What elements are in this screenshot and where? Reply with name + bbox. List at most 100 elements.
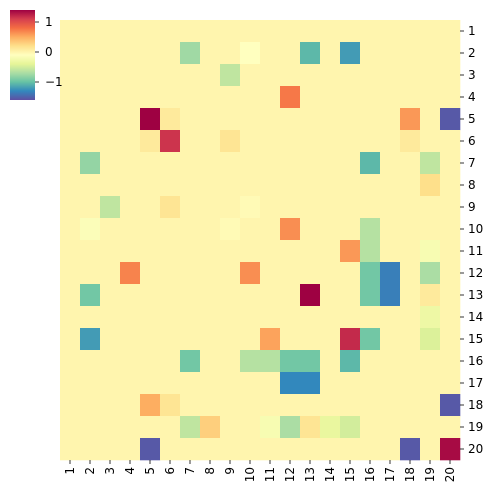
heatmap-cell (140, 108, 161, 131)
heatmap-cell (420, 328, 441, 351)
heatmap-cell (320, 416, 341, 439)
heatmap-cell (420, 416, 441, 439)
heatmap-cell (320, 64, 341, 87)
heatmap-cell (380, 20, 401, 43)
heatmap-cell (400, 42, 421, 65)
heatmap-cell (440, 350, 461, 373)
heatmap-cell (140, 196, 161, 219)
heatmap-cell (360, 328, 381, 351)
heatmap-cell (220, 64, 241, 87)
heatmap-cell (340, 438, 361, 461)
heatmap-cell (400, 86, 421, 109)
heatmap-cell (300, 86, 321, 109)
heatmap-cell (240, 218, 261, 241)
heatmap-cell (60, 130, 81, 153)
heatmap-cell (320, 108, 341, 131)
x-tick-label: 12 (283, 467, 297, 482)
heatmap-cell (420, 394, 441, 417)
heatmap-cell (380, 372, 401, 395)
heatmap-cell (220, 86, 241, 109)
heatmap-cell (360, 350, 381, 373)
heatmap-cell (200, 328, 221, 351)
heatmap-cell (240, 174, 261, 197)
heatmap-cell (160, 328, 181, 351)
heatmap-cell (80, 86, 101, 109)
y-tick-label: 5 (468, 112, 476, 126)
heatmap-cell (420, 262, 441, 285)
heatmap-cell (260, 262, 281, 285)
x-tick-label: 16 (363, 467, 377, 482)
heatmap-cell (260, 64, 281, 87)
heatmap-cell (300, 108, 321, 131)
heatmap-cell (300, 306, 321, 329)
heatmap-cell (220, 240, 241, 263)
heatmap-cell (120, 108, 141, 131)
heatmap-cell (220, 306, 241, 329)
heatmap-cell (320, 306, 341, 329)
heatmap-cell (180, 86, 201, 109)
heatmap-cell (120, 86, 141, 109)
heatmap-cell (420, 306, 441, 329)
heatmap-cell (380, 174, 401, 197)
heatmap-cell (300, 262, 321, 285)
heatmap-cell (200, 152, 221, 175)
heatmap-cell (280, 372, 301, 395)
heatmap-cell (100, 130, 121, 153)
heatmap-cell (420, 284, 441, 307)
heatmap-cell (120, 218, 141, 241)
heatmap-cell (440, 328, 461, 351)
heatmap-cell (440, 218, 461, 241)
heatmap-cell (180, 174, 201, 197)
heatmap-cell (280, 328, 301, 351)
heatmap-cell (320, 86, 341, 109)
heatmap-cell (260, 394, 281, 417)
heatmap-cell (380, 262, 401, 285)
heatmap-cell (180, 438, 201, 461)
y-tick-label: 18 (468, 398, 483, 412)
heatmap-cell (60, 42, 81, 65)
heatmap-cell (120, 240, 141, 263)
heatmap-cell (280, 42, 301, 65)
heatmap-cell (340, 174, 361, 197)
heatmap-cell (320, 130, 341, 153)
heatmap-cell (80, 130, 101, 153)
heatmap-cell (160, 284, 181, 307)
heatmap-cell (160, 130, 181, 153)
heatmap-cell (180, 130, 201, 153)
heatmap-cell (100, 284, 121, 307)
heatmap-cell (200, 284, 221, 307)
heatmap-cell (240, 284, 261, 307)
heatmap-cell (140, 394, 161, 417)
heatmap-cell (60, 416, 81, 439)
heatmap-cell (280, 174, 301, 197)
heatmap-cell (200, 218, 221, 241)
heatmap-cell (200, 438, 221, 461)
heatmap-cell (120, 42, 141, 65)
heatmap-cell (380, 196, 401, 219)
heatmap-cell (400, 196, 421, 219)
heatmap-cell (160, 20, 181, 43)
y-tick-label: 8 (468, 178, 476, 192)
heatmap-cell (300, 284, 321, 307)
heatmap-cell (280, 108, 301, 131)
heatmap-cell (300, 20, 321, 43)
heatmap-cell (360, 416, 381, 439)
heatmap-cell (260, 42, 281, 65)
heatmap-cell (220, 108, 241, 131)
heatmap-cell (340, 218, 361, 241)
heatmap-cell (140, 130, 161, 153)
heatmap-cell (280, 20, 301, 43)
heatmap-cell (420, 174, 441, 197)
heatmap-cell (180, 218, 201, 241)
heatmap-cell (280, 394, 301, 417)
heatmap-cell (240, 130, 261, 153)
heatmap-cell (220, 42, 241, 65)
heatmap-cell (340, 284, 361, 307)
heatmap-cell (60, 350, 81, 373)
heatmap-cell (300, 130, 321, 153)
heatmap-cell (380, 64, 401, 87)
heatmap-cell (100, 306, 121, 329)
heatmap-cell (300, 240, 321, 263)
